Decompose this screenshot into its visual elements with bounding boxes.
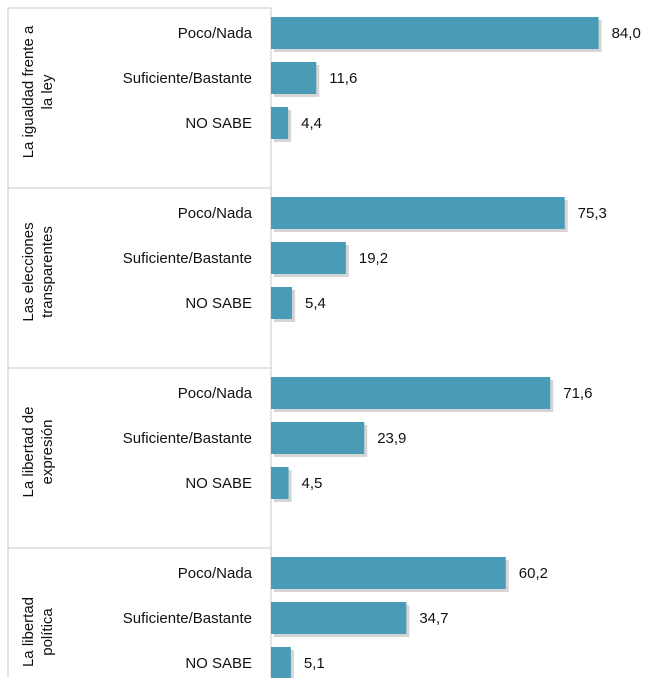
category-label: Suficiente/Bastante [123,250,252,267]
value-label: 4,4 [301,115,322,132]
bar [271,602,407,634]
category-label: Suficiente/Bastante [123,610,252,627]
category-label: Suficiente/Bastante [123,70,252,87]
group-label: La libertad de expresión [20,407,56,498]
value-label: 5,4 [305,295,326,312]
value-label: 75,3 [578,205,607,222]
category-label: Suficiente/Bastante [123,430,252,447]
group-label: La igualdad frente a la ley [20,25,56,158]
group-label: Las elecciones transparentes [20,222,56,321]
bar [271,467,289,499]
category-label: Poco/Nada [178,25,253,42]
bar [271,422,365,454]
bar [271,62,317,94]
group-label: La libertad política [20,597,56,667]
value-label: 5,1 [304,655,325,672]
value-label: 34,7 [419,610,448,627]
value-label: 19,2 [359,250,388,267]
value-label: 11,6 [329,70,357,87]
bar [271,647,291,679]
value-label: 23,9 [377,430,406,447]
group-label-line: transparentes [39,226,56,318]
category-label: Poco/Nada [178,205,253,222]
category-label: NO SABE [185,475,252,492]
group-label-line: política [39,608,56,656]
bar [271,107,289,139]
bar [271,197,565,229]
bar [271,287,293,319]
group-label-line: Las elecciones [20,222,37,321]
category-label: Poco/Nada [178,565,253,582]
category-label: NO SABE [185,295,252,312]
value-label: 4,5 [302,475,323,492]
group-label-line: expresión [39,419,56,484]
category-label: NO SABE [185,655,252,672]
category-label: Poco/Nada [178,385,253,402]
category-label: NO SABE [185,115,252,132]
bar [271,17,599,49]
bar [271,377,551,409]
group-label-line: La libertad [20,597,37,667]
value-label: 71,6 [563,385,592,402]
value-label: 60,2 [519,565,548,582]
bar [271,242,346,274]
bar [271,557,506,589]
group-label-line: la ley [39,74,56,110]
group-label-line: La libertad de [20,407,37,498]
group-label-line: La igualdad frente a [20,25,37,158]
value-label: 84,0 [612,25,641,42]
